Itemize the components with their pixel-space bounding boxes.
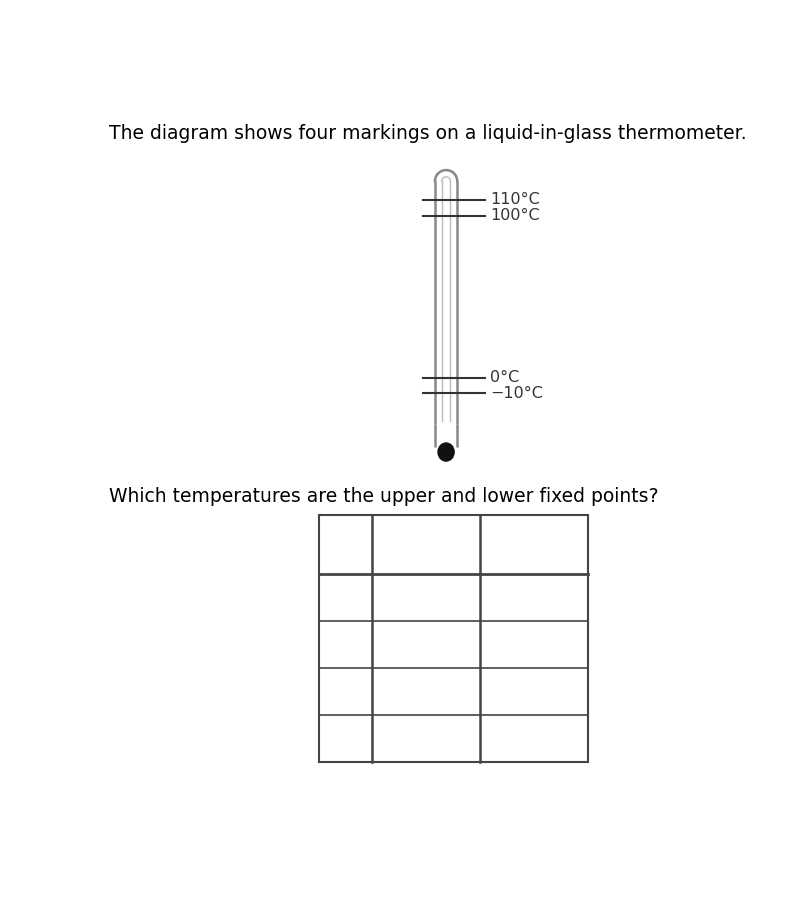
Text: 0°C: 0°C [490, 370, 519, 385]
Text: 100: 100 [410, 730, 442, 748]
Text: D: D [338, 730, 353, 748]
Text: B: B [339, 635, 352, 653]
Bar [319, 514, 588, 762]
Text: Which temperatures are the upper and lower fixed points?: Which temperatures are the upper and low… [109, 487, 658, 506]
Text: 110: 110 [410, 635, 442, 653]
Text: 110: 110 [410, 588, 442, 606]
Text: −10°C: −10°C [490, 385, 543, 400]
Text: 100°C: 100°C [490, 208, 539, 224]
Text: -10: -10 [521, 730, 547, 748]
Circle shape [438, 443, 454, 461]
Text: 0: 0 [529, 683, 539, 701]
Text: C: C [339, 683, 352, 701]
Text: A: A [339, 588, 352, 606]
Text: -10: -10 [521, 635, 547, 653]
Text: The diagram shows four markings on a liquid-in-glass thermometer.: The diagram shows four markings on a liq… [109, 124, 747, 143]
Text: upper fixed
point /°C: upper fixed point /°C [379, 524, 473, 565]
Text: lower fixed
point/ °C: lower fixed point/ °C [488, 524, 580, 565]
Text: 110°C: 110°C [490, 192, 539, 207]
Text: 0: 0 [529, 588, 539, 606]
Text: 100: 100 [410, 683, 442, 701]
